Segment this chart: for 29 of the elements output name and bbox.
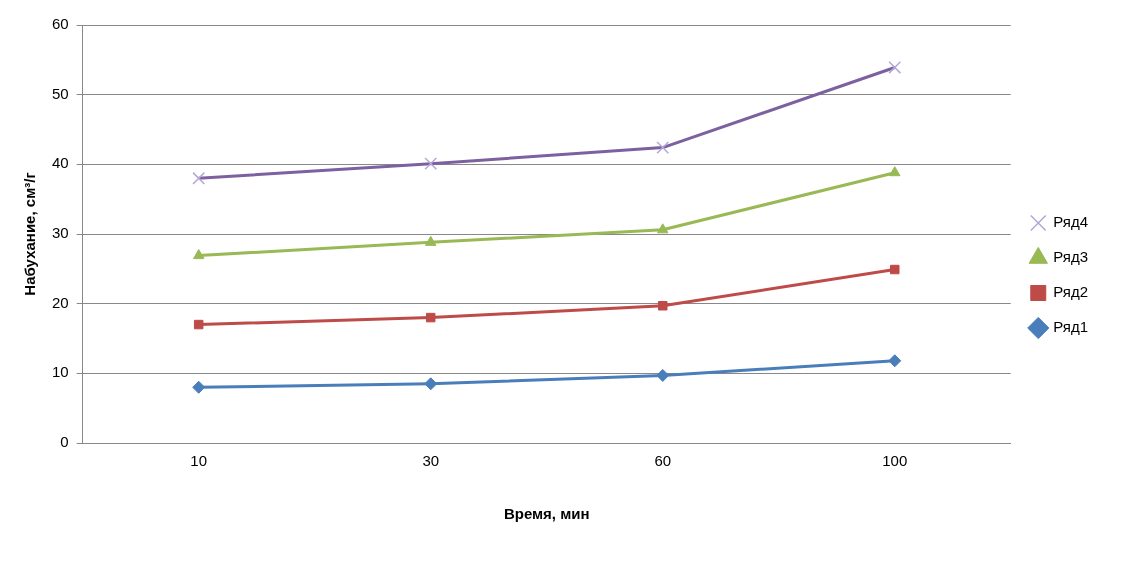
y-tick-label: 40: [52, 154, 69, 172]
point: [658, 301, 668, 311]
point: [656, 368, 670, 382]
legend-label: Ряд4: [1053, 213, 1089, 231]
point: [193, 249, 205, 260]
legend-label: Ряд2: [1053, 283, 1089, 301]
y-tick-label: 50: [52, 84, 69, 102]
point: [888, 354, 902, 368]
x-axis-title: Время, мин: [503, 505, 590, 523]
x-tick-label: 30: [422, 452, 440, 470]
point: [193, 319, 204, 330]
y-tick-label: 10: [52, 363, 69, 381]
x-tick-label: 100: [882, 452, 908, 470]
point: [890, 264, 900, 275]
x-tick-label: 10: [190, 452, 208, 470]
point: [424, 377, 438, 391]
y-tick-label: 20: [52, 293, 69, 311]
y-tick-label: 0: [60, 433, 69, 451]
point: [889, 166, 901, 177]
legend-label: Ряд1: [1053, 318, 1089, 336]
point: [425, 235, 437, 246]
y-tick-label: 30: [52, 224, 69, 242]
point: [657, 223, 669, 234]
x-tick-label: 60: [654, 452, 672, 470]
point: [425, 312, 436, 323]
y-tick-label: 60: [52, 15, 69, 33]
y-axis-title: Набухание, см³/г: [21, 172, 39, 296]
legend-label: Ряд3: [1053, 248, 1089, 266]
point: [192, 380, 206, 394]
